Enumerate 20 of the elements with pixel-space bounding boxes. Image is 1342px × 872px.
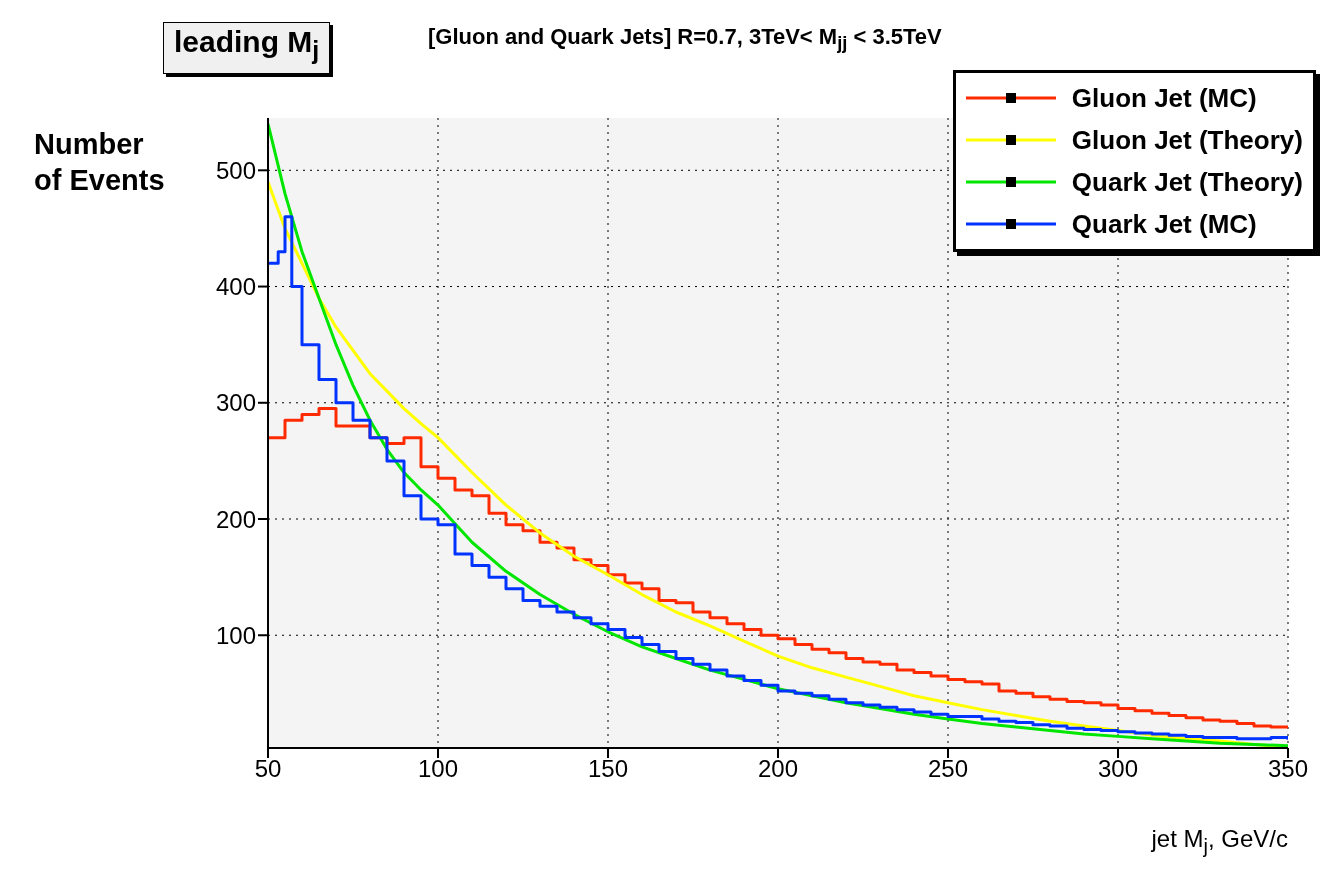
- y-axis-title: Number of Events: [34, 127, 166, 199]
- x-tick-label: 300: [1097, 755, 1139, 783]
- x-tick-label: 350: [1267, 755, 1309, 783]
- legend-label: Gluon Jet (Theory): [1071, 124, 1303, 156]
- x-tick-label: 50: [254, 755, 282, 783]
- legend-label: Quark Jet (Theory): [1071, 166, 1303, 198]
- y-tick-label: 100: [215, 621, 256, 649]
- legend-label: Quark Jet (MC): [1071, 208, 1257, 240]
- y-tick-label: 300: [215, 389, 256, 417]
- x-axis-title: jet M$_{j}$, GeV/c: [1151, 825, 1288, 858]
- text: leading M$_{j}$: [163, 22, 331, 74]
- x-tick-label: 200: [757, 755, 799, 783]
- y-tick-label: 200: [215, 505, 256, 533]
- legend-label: Gluon Jet (MC): [1071, 82, 1257, 114]
- chart-title: [Gluon and Quark Jets] R=0.7, 3TeV< M$_{jj}$ < 3.5TeV: [428, 24, 942, 55]
- y-tick-label: 500: [215, 156, 256, 184]
- x-tick-label: 250: [927, 755, 969, 783]
- x-tick-label: 100: [417, 755, 459, 783]
- y-tick-label: 400: [215, 273, 256, 301]
- x-tick-label: 150: [587, 755, 629, 783]
